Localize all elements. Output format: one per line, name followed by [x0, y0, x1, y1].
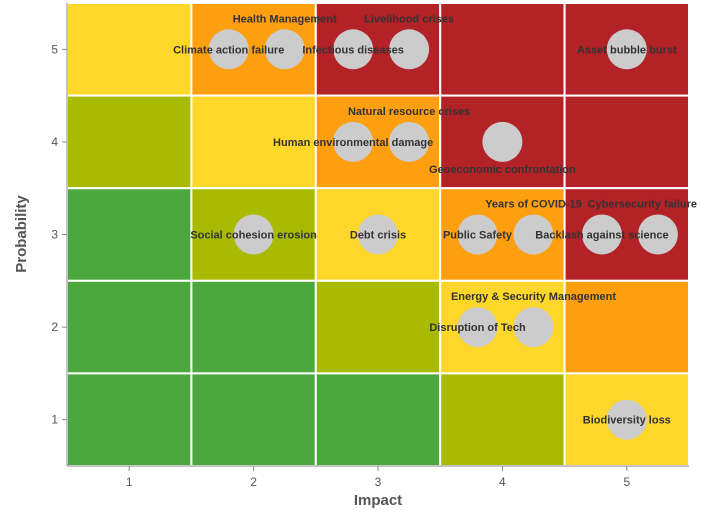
y-tick-label: 2 [51, 320, 58, 334]
point-label: Biodiversity loss [583, 415, 671, 427]
heatmap-cell [66, 372, 193, 467]
x-tick-label: 1 [126, 475, 133, 489]
point-label: Cybersecurity failure [588, 199, 697, 211]
point-label: Infectious diseases [302, 44, 404, 56]
heatmap-cell [439, 2, 566, 97]
point-labels: Climate action failure Health Management I… [173, 13, 697, 426]
risk-point[interactable] [457, 307, 498, 348]
y-tick-label: 1 [51, 413, 58, 427]
heatmap-cell [563, 279, 690, 375]
y-tick-label: 4 [51, 135, 58, 149]
point-label: Energy & Security Management [451, 291, 616, 303]
y-tick-label: 3 [51, 228, 58, 242]
point-label: Health Management [233, 13, 337, 25]
point-label: Geoeconomic confrontation [429, 164, 576, 176]
risk-point[interactable] [333, 29, 374, 70]
heatmap-cell [314, 279, 442, 375]
heatmap-cell [563, 94, 690, 190]
risk-point[interactable] [606, 399, 647, 440]
risk-point[interactable] [581, 214, 622, 255]
risk-point[interactable] [637, 214, 678, 255]
risk-point[interactable] [457, 214, 498, 255]
axes: 1 2 3 4 5 1 2 3 4 5 [51, 3, 689, 489]
risk-point[interactable] [264, 29, 305, 70]
point-label: Social cohesion erosion [190, 230, 317, 242]
risk-point[interactable] [482, 121, 523, 162]
risk-point[interactable] [208, 29, 249, 70]
heatmap-cell [66, 2, 193, 97]
heatmap-cell [66, 94, 193, 190]
risk-point[interactable] [358, 214, 398, 255]
heatmap-cell [66, 187, 193, 282]
risk-point[interactable] [513, 307, 554, 348]
point-label: Human environmental damage [273, 137, 433, 149]
points [208, 29, 678, 440]
risk-point[interactable] [233, 214, 274, 255]
risk-point[interactable] [389, 121, 430, 162]
y-tick-label: 5 [51, 42, 58, 56]
point-label: Natural resource crises [348, 106, 470, 118]
x-tick-label: 2 [250, 475, 257, 489]
risk-point[interactable] [389, 29, 430, 70]
heatmap-cell [66, 279, 193, 375]
heatmap-cell [190, 279, 317, 375]
x-axis-title: Impact [354, 492, 402, 509]
point-label: Climate action failure [173, 44, 284, 56]
heatmap-cell [190, 372, 317, 467]
heatmap-cell [314, 372, 442, 467]
risk-point[interactable] [513, 214, 554, 255]
x-tick-label: 3 [375, 475, 382, 489]
point-label: Livelihood crises [364, 13, 454, 25]
point-label: Backlash against science [535, 230, 668, 242]
risk-point[interactable] [606, 29, 647, 70]
heatmap-cell [439, 372, 566, 467]
x-tick-label: 5 [623, 475, 630, 489]
y-axis-title: Probability [13, 195, 30, 273]
point-label: Asset bubble burst [577, 44, 677, 56]
point-label: Debt crisis [350, 230, 406, 242]
point-label: Years of COVID-19 [485, 199, 582, 211]
risk-point[interactable] [333, 121, 374, 162]
point-label: Disruption of Tech [429, 322, 526, 334]
point-label: Public Safety [443, 230, 513, 242]
x-tick-label: 4 [499, 475, 506, 489]
